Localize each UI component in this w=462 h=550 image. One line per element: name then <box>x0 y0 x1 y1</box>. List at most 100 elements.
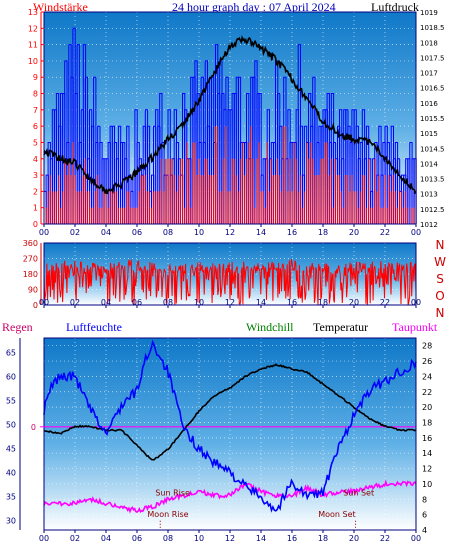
humidity-axis-tick: 50 <box>6 420 16 429</box>
sun-rise-label: Sun Rise <box>155 488 190 497</box>
wind-axis-tick: 9 <box>33 73 38 82</box>
wind-axis-tick: 5 <box>33 138 38 147</box>
humidity-axis-tick: 45 <box>6 444 16 453</box>
wind-axis-tick: 6 <box>33 122 38 131</box>
dewpoint-series <box>43 479 417 514</box>
pressure-axis-tick: 1015 <box>420 130 438 138</box>
wind-x-tick-label: 22 <box>380 228 390 237</box>
temperature-axis-tick: 18 <box>422 418 432 427</box>
direction-x-tick-label: 18 <box>318 298 328 307</box>
pressure-axis-tick: 1018 <box>420 39 438 47</box>
temperature-axis-tick: 10 <box>422 480 432 489</box>
wind-x-tick-label: 20 <box>349 228 359 237</box>
direction-x-tick-label: 22 <box>380 298 390 307</box>
temp-x-tick-label: 10 <box>194 534 204 543</box>
temperature-axis-tick: 4 <box>422 526 427 535</box>
wind-axis-title: Windstärke <box>33 0 88 14</box>
pressure-axis-tick: 1016 <box>420 100 438 108</box>
wind-axis-tick: 13 <box>28 8 38 17</box>
humidity-axis-tick: 55 <box>6 396 16 405</box>
compass-label: S <box>436 272 444 286</box>
temp-x-tick-label: 04 <box>101 534 111 543</box>
pressure-axis-tick: 1013.5 <box>420 176 445 184</box>
direction-x-tick-label: 08 <box>163 298 173 307</box>
temp-x-tick-label: 22 <box>380 534 390 543</box>
direction-x-tick-label: 00 <box>39 298 49 307</box>
temperature-axis-tick: 28 <box>422 342 432 351</box>
temperature-axis-tick: 12 <box>422 465 432 474</box>
wind-x-tick-label: 10 <box>194 228 204 237</box>
pressure-axis-tick: 1013 <box>420 191 438 199</box>
temp-x-tick-label: 00 <box>39 534 49 543</box>
temperature-axis-tick: 20 <box>422 403 432 412</box>
moon-set-label: Moon Set <box>318 510 355 519</box>
pressure-axis-tick: 1019 <box>420 9 438 17</box>
temp-x-tick-label: 08 <box>163 534 173 543</box>
pressure-axis-tick: 1012.5 <box>420 206 445 214</box>
humidity-series <box>43 339 417 513</box>
temp-x-tick-label: 06 <box>132 534 142 543</box>
legend-taupunkt: Taupunkt <box>392 320 438 334</box>
temp-x-tick-label: 00 <box>411 534 421 543</box>
temperature-axis-tick: 16 <box>422 434 432 443</box>
wind-axis-tick: 7 <box>33 106 38 115</box>
pressure-axis-tick: 1012 <box>420 221 438 229</box>
temp-x-tick-label: 14 <box>256 534 266 543</box>
direction-axis-tick: 270 <box>23 255 38 264</box>
humidity-axis-tick: 40 <box>6 468 16 477</box>
wind-axis-tick: 3 <box>33 171 38 180</box>
direction-series <box>43 259 417 306</box>
pressure-axis-tick: 1016.5 <box>420 85 445 93</box>
pressure-axis-tick: 1015.5 <box>420 115 445 123</box>
temp-x-tick-label: 02 <box>70 534 80 543</box>
compass-label: N <box>436 238 445 252</box>
temperature-axis-tick: 6 <box>422 511 427 520</box>
temperature-series <box>43 363 417 461</box>
temp-x-tick-label: 20 <box>349 534 359 543</box>
direction-axis-tick: 0 <box>33 301 38 310</box>
humidity-axis-tick: 35 <box>6 492 16 501</box>
direction-x-tick-label: 00 <box>411 298 421 307</box>
humidity-axis-tick: 65 <box>6 348 16 357</box>
pressure-axis-tick: 1017 <box>420 70 438 78</box>
direction-x-tick-label: 04 <box>101 298 111 307</box>
pressure-axis-title: Luftdruck <box>371 0 419 14</box>
moon-rise-label: Moon Rise <box>147 510 188 519</box>
direction-x-tick-label: 12 <box>225 298 235 307</box>
direction-x-tick-label: 20 <box>349 298 359 307</box>
temperature-axis-tick: 26 <box>422 357 432 366</box>
direction-x-tick-label: 16 <box>287 298 297 307</box>
wind-axis-tick: 2 <box>33 187 38 196</box>
compass-label: W <box>434 255 446 269</box>
temp-x-tick-label: 16 <box>287 534 297 543</box>
direction-axis-tick: 90 <box>28 286 38 295</box>
rain-axis-tick: 0 <box>31 423 36 432</box>
temperature-axis-tick: 14 <box>422 449 432 458</box>
wind-x-tick-label: 18 <box>318 228 328 237</box>
wind-axis-tick: 12 <box>28 24 38 33</box>
direction-axis-tick: 360 <box>23 239 38 248</box>
wind-x-tick-label: 16 <box>287 228 297 237</box>
wind-x-tick-label: 00 <box>411 228 421 237</box>
humidity-axis-tick: 60 <box>6 372 16 381</box>
direction-x-tick-label: 14 <box>256 298 266 307</box>
wind-x-tick-label: 08 <box>163 228 173 237</box>
temperature-axis-tick: 24 <box>422 372 432 381</box>
compass-label: N <box>436 306 445 320</box>
legend-temperatur: Temperatur <box>313 320 369 334</box>
wind-axis-tick: 1 <box>33 204 38 213</box>
wind-x-tick-label: 06 <box>132 228 142 237</box>
pressure-axis-tick: 1017.5 <box>420 54 445 62</box>
wind-axis-tick: 10 <box>28 57 38 66</box>
pressure-axis-tick: 1014.5 <box>420 145 445 153</box>
temperature-axis-tick: 22 <box>422 388 432 397</box>
temperature-axis-tick: 8 <box>422 495 427 504</box>
wind-x-tick-label: 02 <box>70 228 80 237</box>
pressure-axis-tick: 1018.5 <box>420 24 445 32</box>
wind-axis-tick: 11 <box>28 41 38 50</box>
wind-axis-tick: 8 <box>33 90 38 99</box>
direction-x-tick-label: 06 <box>132 298 142 307</box>
temp-x-tick-label: 18 <box>318 534 328 543</box>
wind-x-tick-label: 00 <box>39 228 49 237</box>
